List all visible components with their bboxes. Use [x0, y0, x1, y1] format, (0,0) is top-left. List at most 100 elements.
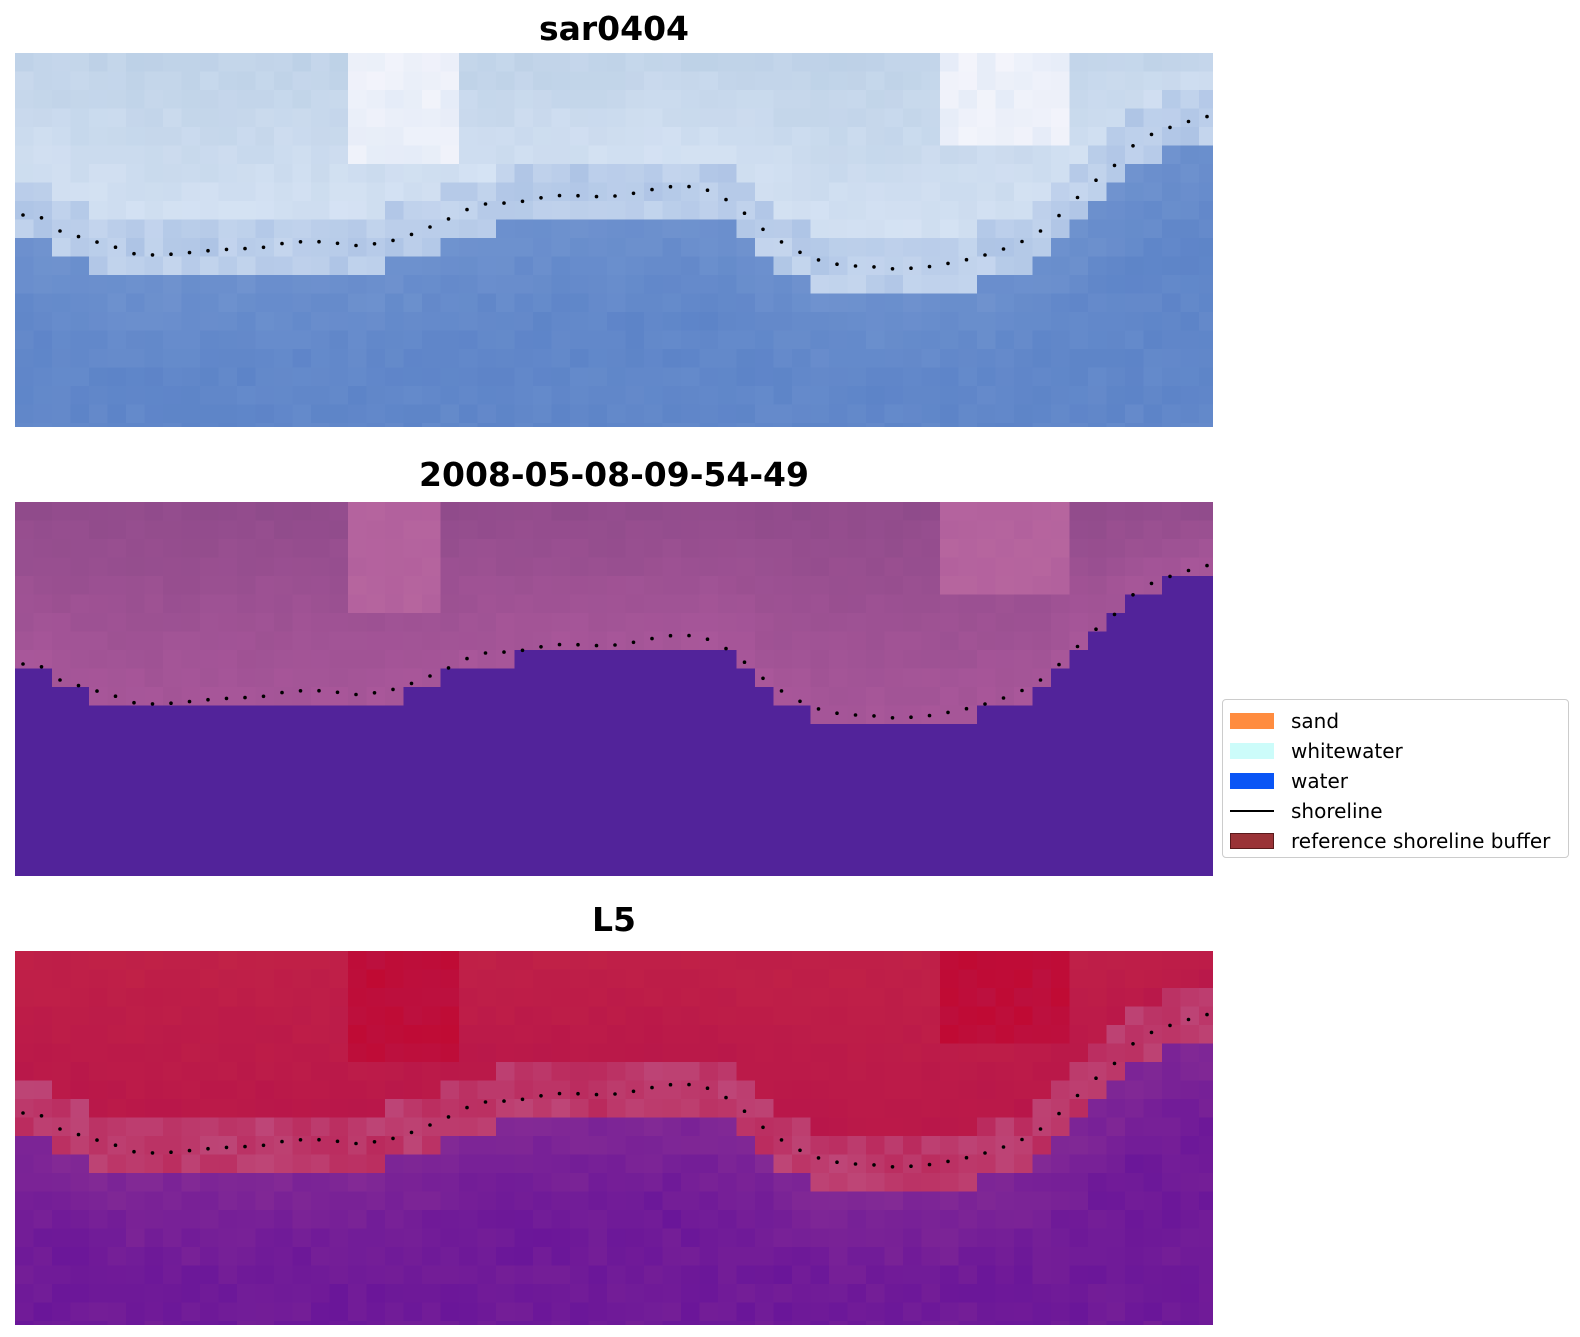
shoreline-point	[1168, 574, 1172, 579]
shoreline-point	[668, 1082, 673, 1087]
shoreline-point	[502, 650, 506, 654]
shoreline-point	[724, 197, 728, 202]
shoreline-point	[58, 678, 62, 682]
shoreline-point	[465, 1105, 469, 1110]
shoreline-point	[835, 262, 839, 266]
shoreline-point	[354, 692, 358, 697]
shoreline-point	[1205, 563, 1209, 568]
shoreline-point	[557, 642, 562, 647]
shoreline-point	[150, 253, 155, 257]
shoreline-point	[150, 702, 155, 706]
shoreline-point	[428, 225, 432, 229]
shoreline-point	[872, 714, 876, 718]
shoreline-point	[816, 707, 821, 711]
sar-panel-shoreline-dots	[21, 114, 1209, 271]
shoreline-point	[132, 1149, 136, 1154]
shoreline-point	[39, 216, 44, 220]
shoreline-point	[761, 676, 765, 681]
shoreline-point	[1112, 163, 1117, 168]
shoreline-point	[1168, 1023, 1172, 1028]
shoreline-point	[631, 640, 636, 645]
legend-item-shoreline: shoreline	[1223, 796, 1568, 826]
shoreline-point	[206, 697, 210, 702]
shoreline-point	[280, 690, 284, 695]
shoreline-point	[1112, 612, 1117, 617]
shoreline-point	[909, 266, 913, 270]
shoreline-point	[502, 1099, 506, 1103]
shoreline-point	[428, 1123, 432, 1127]
shoreline-point	[539, 196, 543, 200]
shoreline-point	[890, 1165, 895, 1169]
shoreline-point	[354, 1141, 358, 1146]
sar-panel-pixels	[15, 53, 1213, 427]
shoreline-point	[335, 690, 340, 695]
shoreline-point	[132, 700, 136, 705]
shoreline-point	[113, 1143, 118, 1147]
shoreline-point	[946, 261, 950, 266]
shoreline-point	[890, 716, 895, 720]
shoreline-point	[1094, 627, 1098, 631]
shoreline-point	[1001, 247, 1006, 251]
shoreline-point	[21, 1111, 25, 1115]
shoreline-point	[39, 1114, 44, 1118]
water-swatch	[1230, 773, 1274, 789]
shoreline-point	[261, 245, 266, 250]
shoreline-point	[724, 646, 728, 651]
shoreline-point	[95, 1138, 99, 1142]
shoreline-point	[58, 229, 62, 233]
shoreline-point	[224, 247, 229, 252]
shoreline-point	[280, 241, 284, 246]
shoreline-point	[1038, 229, 1043, 233]
shoreline-line-icon	[1230, 810, 1274, 812]
shoreline-point	[1020, 239, 1024, 244]
shoreline-point	[705, 637, 710, 641]
shoreline-point	[946, 710, 950, 715]
shoreline-point	[169, 252, 173, 256]
shoreline-point	[613, 643, 617, 647]
legend-item-buffer: reference shoreline buffer	[1223, 826, 1568, 856]
legend-label-shoreline: shoreline	[1291, 799, 1383, 823]
shoreline-point	[1149, 581, 1154, 586]
shoreline-point	[409, 1130, 414, 1135]
legend-label-buffer: reference shoreline buffer	[1291, 829, 1551, 853]
legend-item-water: water	[1223, 766, 1568, 796]
shoreline-point	[187, 1148, 192, 1153]
shoreline-point	[76, 683, 81, 688]
shoreline-point	[261, 694, 266, 699]
shoreline-point	[1001, 696, 1006, 700]
image-panel-l5	[15, 951, 1213, 1325]
panel-title-2: 2008-05-08-09-54-49	[419, 455, 809, 494]
shoreline-point	[557, 193, 562, 198]
shoreline-point	[816, 1156, 821, 1160]
shoreline-point	[113, 694, 118, 698]
shoreline-point	[576, 1091, 580, 1096]
shoreline-point	[1112, 1061, 1117, 1066]
shoreline-point	[372, 1140, 377, 1144]
shoreline-point	[742, 1109, 747, 1113]
shoreline-point	[705, 1086, 710, 1090]
shoreline-point	[446, 217, 451, 221]
shoreline-point	[39, 665, 44, 669]
shoreline-point	[391, 687, 395, 692]
shoreline-point	[613, 1092, 617, 1096]
shoreline-point	[946, 1159, 950, 1164]
shoreline-point	[557, 1091, 562, 1096]
legend-item-sand: sand	[1223, 706, 1568, 736]
shoreline-point	[798, 1148, 802, 1153]
shoreline-point	[872, 265, 876, 269]
shoreline-point	[983, 702, 987, 706]
shoreline-point	[909, 715, 913, 719]
shoreline-point	[594, 643, 599, 648]
shoreline-point	[1131, 144, 1135, 148]
shoreline-point	[1131, 1042, 1135, 1046]
shoreline-point	[483, 1100, 488, 1104]
shoreline-point	[206, 248, 210, 253]
shoreline-point	[58, 1127, 62, 1131]
shoreline-point	[650, 636, 654, 641]
shoreline-point	[798, 250, 802, 255]
shoreline-point	[317, 688, 321, 693]
classified-panel-shoreline-dots	[21, 563, 1209, 720]
shoreline-point	[446, 666, 451, 670]
shoreline-point	[1020, 688, 1024, 693]
shoreline-point	[779, 1138, 784, 1142]
